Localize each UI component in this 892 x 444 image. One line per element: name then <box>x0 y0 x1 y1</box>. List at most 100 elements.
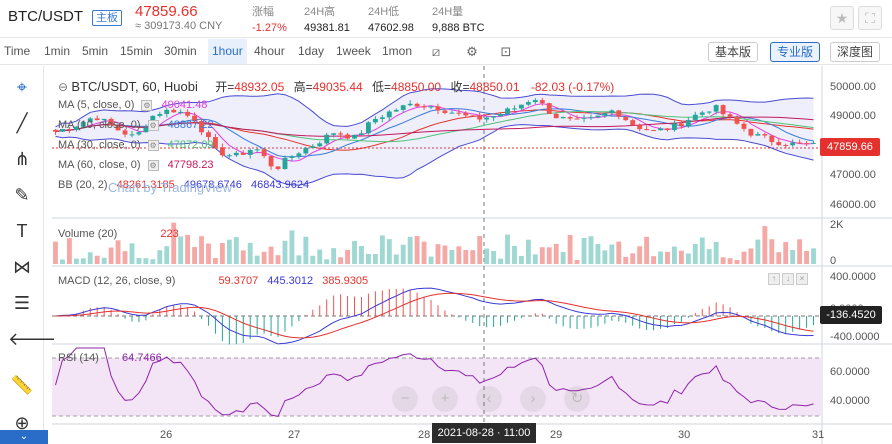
ind-value: 48261.3185 <box>116 179 175 191</box>
bb-legend[interactable]: BB (20, 2) 48261.3185 49678.6746 46843.9… <box>58 179 309 191</box>
stat-value: 9,888 BTC <box>432 22 485 34</box>
candle-body <box>359 133 364 135</box>
chart-type-icon[interactable]: ⧄ <box>431 44 441 59</box>
view-basic-button[interactable]: 基本版 <box>708 42 759 62</box>
volume-bar <box>560 252 566 264</box>
volume-legend[interactable]: Volume (20) 223 <box>58 228 179 240</box>
interval-15min[interactable]: 15min <box>120 44 153 58</box>
ma60-legend[interactable]: MA (60, close, 0) ⚙ 47798.23 <box>58 159 214 171</box>
interval-1week[interactable]: 1week <box>336 44 371 58</box>
volume-bar <box>185 234 191 264</box>
volume-bar <box>769 239 775 264</box>
scroll-right-icon[interactable]: › <box>520 386 546 412</box>
rsi-line <box>55 347 814 417</box>
candle-body <box>87 118 93 123</box>
candle-body <box>567 116 573 119</box>
pattern-icon[interactable]: ⋈ <box>13 257 31 277</box>
interval-1min[interactable]: 1min <box>44 44 71 58</box>
interval-time[interactable]: Time <box>4 44 31 58</box>
zoom-out-icon[interactable]: − <box>392 386 418 412</box>
candle-body <box>560 116 566 119</box>
volume-bar <box>713 241 719 264</box>
volume-bar <box>178 236 184 264</box>
volume-bar <box>289 230 295 264</box>
interval-4hour[interactable]: 4hour <box>254 44 285 58</box>
interval-1day[interactable]: 1day <box>298 44 325 58</box>
candle-body <box>518 104 524 109</box>
pane-up-icon: ↑ <box>768 273 780 285</box>
stat-high: 24H高 49381.81 <box>304 3 350 34</box>
candle-body <box>797 142 803 144</box>
fullscreen-icon[interactable]: ⛶ <box>858 6 882 30</box>
trendline-icon[interactable]: ╱ <box>16 113 28 133</box>
pane-controls[interactable]: ↑ ↓ × <box>768 270 810 285</box>
interval-30min[interactable]: 30min <box>164 44 197 58</box>
volume-bar <box>706 249 712 264</box>
volume-bar <box>797 239 803 264</box>
view-pro-button[interactable]: 专业版 <box>770 42 821 62</box>
reset-icon[interactable]: ↻ <box>564 386 590 412</box>
macd-current-tag: -136.4520 <box>820 306 882 324</box>
volume-bar <box>651 256 657 264</box>
stat-label: 24H高 <box>304 6 336 18</box>
rsi-legend[interactable]: RSI (14) 64.7466 <box>58 352 162 364</box>
view-depth-button[interactable]: 深度图 <box>830 42 881 62</box>
interval-1hour[interactable]: 1hour <box>208 39 247 64</box>
ma5-legend[interactable]: MA (5, close, 0) ⚙ 49041.48 <box>58 99 207 111</box>
volume-bar <box>595 243 601 264</box>
candle-body <box>275 166 281 169</box>
measure-icon[interactable]: ☰ <box>13 293 31 313</box>
candle-body <box>525 102 531 105</box>
candle-body <box>407 103 413 106</box>
ind-value: 59.3707 <box>218 275 259 287</box>
volume-bar <box>94 255 100 264</box>
zoom-in-icon[interactable]: ⊕ <box>14 413 30 433</box>
candle-body <box>442 110 448 114</box>
candle-body <box>171 109 177 113</box>
crosshair-icon[interactable]: ⌖ <box>16 77 28 97</box>
volume-bar <box>512 245 517 264</box>
volume-bar <box>602 250 608 264</box>
fib-icon[interactable]: ⋔ <box>14 149 30 169</box>
volume-bar <box>129 243 135 264</box>
candle-body <box>331 133 337 135</box>
zoom-in-nav-icon[interactable]: + <box>432 386 458 412</box>
rsi-series <box>55 347 814 417</box>
screenshot-icon[interactable]: ⊡ <box>500 44 512 59</box>
ma30-legend[interactable]: MA (30, close, 0) ⚙ 47872.09 <box>58 139 214 151</box>
ruler-icon[interactable]: 📏 <box>10 375 34 395</box>
ind-label: MA (10, close, 0) <box>58 119 141 131</box>
volume-bar <box>804 251 810 264</box>
volume-bar <box>678 250 684 264</box>
ma10-legend[interactable]: MA (10, close, 0) ⚙ 48867.22 <box>58 119 214 131</box>
candle-body <box>553 113 559 119</box>
tradingview-watermark[interactable]: Chart by TradingView <box>108 180 233 195</box>
volume-bar <box>136 257 142 264</box>
macd-legend[interactable]: MACD (12, 26, close, 9) 59.3707 445.3012… <box>58 275 368 287</box>
symbol-title[interactable]: BTC/USDT <box>8 8 83 25</box>
back-arrow-icon[interactable]: 🡐 <box>8 329 57 349</box>
candle-body <box>178 111 184 113</box>
volume-bar <box>720 257 726 264</box>
scroll-left-icon[interactable]: ‹ <box>476 386 502 412</box>
brush-icon[interactable]: ✎ <box>14 185 30 205</box>
candle-body <box>665 128 670 131</box>
volume-bar <box>790 250 796 264</box>
candle-body <box>609 110 615 114</box>
volume-bar <box>525 239 531 264</box>
candle-body <box>66 129 72 131</box>
macd-tick: 400.0000 <box>830 271 876 283</box>
settings-icon[interactable]: ⚙ <box>466 44 478 59</box>
candle-body <box>498 113 504 117</box>
text-icon[interactable]: T <box>16 221 28 241</box>
volume-bar <box>101 257 107 264</box>
candle-body <box>512 108 517 110</box>
interval-1mon[interactable]: 1mon <box>382 44 413 58</box>
collapse-toolbar-button[interactable]: ⌄ <box>0 430 48 444</box>
volume-bar <box>53 241 58 264</box>
interval-5min[interactable]: 5min <box>82 44 109 58</box>
star-icon[interactable]: ★ <box>830 6 854 30</box>
volume-bar <box>379 235 385 264</box>
date-tick: 29 <box>550 429 562 441</box>
volume-bar <box>421 241 427 264</box>
